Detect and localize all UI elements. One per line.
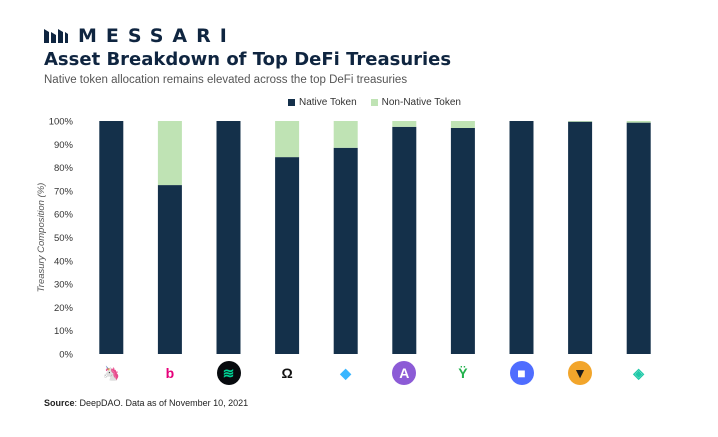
bar-native-9 <box>568 121 593 354</box>
aave-icon: A <box>392 361 417 385</box>
chart-title: Asset Breakdown of Top DeFi Treasuries <box>44 49 452 70</box>
brand-name: MESSARI <box>78 25 236 47</box>
bar-native-10 <box>626 122 651 354</box>
bar-native-1 <box>99 121 124 354</box>
y-tick-label: 40% <box>54 256 74 267</box>
bar-native-5 <box>333 147 358 354</box>
y-tick-label: 20% <box>54 303 74 314</box>
bar-non-native-6 <box>392 121 417 127</box>
y-tick-label: 10% <box>54 326 74 337</box>
olympus-icon: Ω <box>275 361 300 385</box>
bar-non-native-9 <box>568 121 593 122</box>
bar-native-3 <box>216 121 241 354</box>
legend-item-native: Native Token <box>288 97 357 108</box>
y-tick-label: 100% <box>49 117 74 128</box>
badger-dao-icon: ▼ <box>568 361 593 385</box>
legend-label-native: Native Token <box>299 97 357 108</box>
y-tick-label: 80% <box>54 163 74 174</box>
bar-native-6 <box>392 126 417 354</box>
brand-header: MESSARI <box>44 25 236 47</box>
bar-non-native-5 <box>333 121 358 148</box>
legend-swatch-native <box>288 99 295 106</box>
messari-logo-icon <box>44 29 68 43</box>
y-tick-label: 30% <box>54 280 74 291</box>
y-tick-label: 90% <box>54 140 74 151</box>
bar-non-native-7 <box>450 121 475 128</box>
chart-legend: Native Token Non-Native Token <box>288 97 475 108</box>
bar-native-2 <box>157 185 182 354</box>
legend-item-non-native: Non-Native Token <box>370 97 461 108</box>
gnosis-icon: ◈ <box>626 361 651 385</box>
badger-b-icon: b <box>157 361 182 385</box>
source-text: : DeepDAO. Data as of November 10, 2021 <box>74 398 249 408</box>
chart-subtitle: Native token allocation remains elevated… <box>44 74 408 86</box>
uniswap-icon: 🦄 <box>99 361 124 385</box>
y-tick-label: 70% <box>54 186 74 197</box>
y-tick-label: 60% <box>54 210 74 221</box>
y-tick-label: 0% <box>59 350 73 361</box>
bar-non-native-4 <box>275 121 300 158</box>
bar-native-4 <box>275 157 300 354</box>
compound-icon: ≋ <box>216 361 241 385</box>
bar-non-native-10 <box>626 121 651 123</box>
sushi-sprout-icon: Ÿ <box>450 361 475 385</box>
legend-label-non-native: Non-Native Token <box>381 97 461 108</box>
y-tick-label: 50% <box>54 233 74 244</box>
source-label: Source <box>44 398 75 408</box>
legend-swatch-non-native <box>370 99 378 106</box>
y-axis-label: Treasury Composition (%) <box>36 183 47 293</box>
source-note: Source: DeepDAO. Data as of November 10,… <box>44 398 248 408</box>
bar-native-8 <box>509 121 534 354</box>
radicle-icon: ■ <box>509 361 534 385</box>
bar-non-native-2 <box>157 121 182 186</box>
bar-native-7 <box>450 127 475 355</box>
lido-icon: ◆ <box>333 361 358 385</box>
